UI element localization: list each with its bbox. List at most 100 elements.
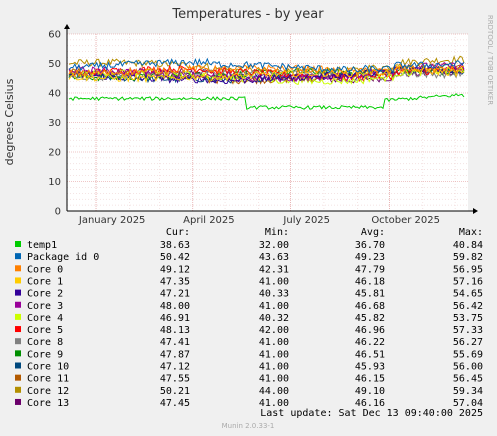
series-line-core-0 [68, 63, 465, 78]
legend-value-max: 59.34 [453, 386, 483, 397]
legend-swatch-core-9 [15, 350, 21, 357]
legend-value-max: 56.95 [453, 264, 483, 275]
legend-series-name: Core 12 [27, 386, 69, 397]
legend-series-name: Core 11 [27, 374, 69, 385]
legend-value-max: 59.82 [453, 252, 483, 263]
legend-value-max: 56.45 [453, 374, 483, 385]
legend-value-cur: 47.12 [160, 362, 190, 373]
y-tick-label: 10 [48, 177, 61, 188]
legend-value-cur: 47.35 [160, 276, 190, 287]
legend-value-cur: 47.87 [160, 349, 190, 360]
legend-column-header: Min: [265, 227, 289, 238]
legend-value-cur: 38.63 [160, 240, 190, 251]
legend-value-cur: 49.12 [160, 264, 190, 275]
legend-value-max: 55.69 [453, 349, 483, 360]
legend-value-max: 57.04 [453, 398, 483, 409]
legend-value-avg: 49.23 [355, 252, 385, 263]
rrdtool-credit: RRDTOOL / TOBI OETIKER [486, 15, 494, 105]
legend-series-name: Core 2 [27, 289, 63, 300]
legend-value-cur: 50.21 [160, 386, 190, 397]
legend-value-avg: 49.10 [355, 386, 385, 397]
legend-value-max: 57.33 [453, 325, 483, 336]
legend-value-avg: 46.18 [355, 276, 385, 287]
legend-value-min: 44.00 [259, 386, 289, 397]
series-lines [68, 55, 465, 110]
legend-series-name: Core 8 [27, 337, 63, 348]
legend-value-cur: 46.91 [160, 313, 190, 324]
x-tick-label: January 2025 [78, 215, 146, 226]
y-tick-label: 40 [48, 89, 61, 100]
chart-title: Temperatures - by year [171, 7, 324, 22]
x-tick-label: October 2025 [371, 215, 440, 226]
last-update: Last update: Sat Dec 13 09:40:00 2025 [260, 408, 483, 419]
legend-series-name: Core 5 [27, 325, 63, 336]
legend-swatch-core-4 [15, 313, 21, 320]
legend-value-min: 42.00 [259, 325, 289, 336]
legend-value-max: 57.16 [453, 276, 483, 287]
legend-value-avg: 46.16 [355, 398, 385, 409]
axes [64, 24, 478, 214]
legend-value-avg: 46.96 [355, 325, 385, 336]
series-line-package-id-0 [68, 57, 465, 74]
legend-value-avg: 36.70 [355, 240, 385, 251]
legend-series-name: Core 13 [27, 398, 69, 409]
series-line-core-12 [68, 55, 465, 76]
legend-value-min: 41.00 [259, 362, 289, 373]
legend-value-cur: 47.41 [160, 337, 190, 348]
legend-swatch-core-1 [15, 277, 21, 284]
y-tick-label: 50 [48, 59, 61, 70]
legend-series-name: Core 0 [27, 264, 63, 275]
legend-value-min: 41.00 [259, 301, 289, 312]
legend-value-min: 40.32 [259, 313, 289, 324]
legend-value-avg: 47.79 [355, 264, 385, 275]
legend-series-name: Core 4 [27, 313, 63, 324]
legend-series-name: Core 3 [27, 301, 63, 312]
legend-value-min: 42.31 [259, 264, 289, 275]
legend-series-name: Core 9 [27, 349, 63, 360]
legend-column-header: Cur: [166, 227, 190, 238]
legend-swatch-core-0 [15, 265, 21, 272]
legend-value-max: 40.84 [453, 240, 483, 251]
legend-value-min: 41.00 [259, 374, 289, 385]
legend-value-avg: 45.82 [355, 313, 385, 324]
legend-value-max: 56.00 [453, 362, 483, 373]
series-line-temp1 [68, 93, 465, 110]
legend-value-min: 43.63 [259, 252, 289, 263]
y-tick-label: 20 [48, 148, 61, 159]
x-tick-label: April 2025 [183, 215, 234, 226]
y-axis-arrow [64, 24, 70, 29]
x-axis-arrow [473, 208, 478, 214]
legend-value-min: 32.00 [259, 240, 289, 251]
legend-value-max: 53.75 [453, 313, 483, 324]
legend-value-cur: 48.00 [160, 301, 190, 312]
legend-value-min: 41.00 [259, 276, 289, 287]
legend-value-max: 56.27 [453, 337, 483, 348]
legend-column-header: Avg: [361, 227, 385, 238]
legend-value-cur: 47.45 [160, 398, 190, 409]
legend-swatch-core-8 [15, 338, 21, 345]
y-axis-label: degrees Celsius [3, 78, 16, 165]
legend-swatch-core-3 [15, 301, 21, 308]
legend-value-cur: 48.13 [160, 325, 190, 336]
y-tick-label: 30 [48, 118, 61, 129]
legend-swatch-core-12 [15, 386, 21, 393]
legend-swatch-core-11 [15, 374, 21, 381]
x-tick-labels: January 2025 April 2025 July 2025 October 2… [78, 215, 440, 226]
y-tick-label: 60 [48, 30, 61, 41]
legend-swatch-core-5 [15, 326, 21, 333]
legend: Cur: Min: Avg: Max: temp1 38.63 32.00 36.70 40.8… [15, 227, 483, 409]
legend-swatch-temp1 [15, 241, 21, 247]
y-tick-label: 0 [55, 207, 61, 218]
legend-column-header: Max: [459, 227, 483, 238]
legend-value-avg: 45.93 [355, 362, 385, 373]
legend-value-avg: 46.51 [355, 349, 385, 360]
legend-swatch-package-id-0 [15, 253, 21, 260]
legend-series-name: Core 10 [27, 362, 69, 373]
legend-swatch-core-13 [15, 398, 21, 405]
legend-value-cur: 47.55 [160, 374, 190, 385]
legend-value-min: 41.00 [259, 349, 289, 360]
legend-value-avg: 46.22 [355, 337, 385, 348]
legend-value-avg: 46.15 [355, 374, 385, 385]
legend-swatch-core-10 [15, 362, 21, 369]
